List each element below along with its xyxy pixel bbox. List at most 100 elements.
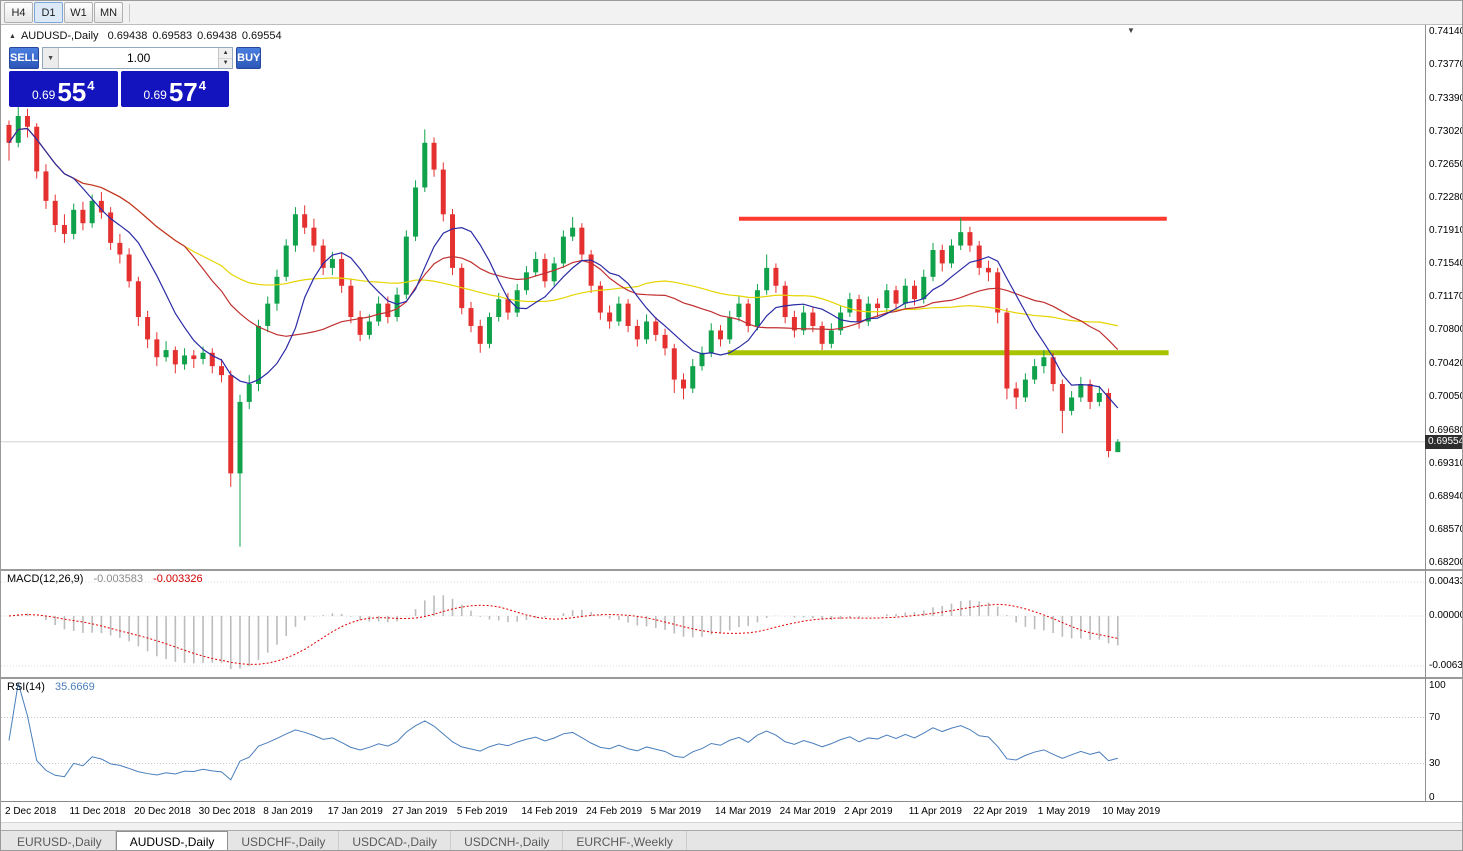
ohlc-low: 0.69438 — [197, 30, 237, 42]
spin-down-icon[interactable]: ▼ — [219, 58, 233, 68]
symbol-label: AUDUSD-,Daily — [20, 30, 99, 42]
date-axis-label: 24 Feb 2019 — [585, 806, 643, 817]
price-axis-label: 0.71540 — [1429, 258, 1463, 270]
buy-price-point: 4 — [198, 78, 206, 93]
macd-histogram — [17, 595, 1119, 670]
price-axis-label: 0.70800 — [1429, 324, 1463, 336]
price-axis-label: 0.70050 — [1429, 391, 1463, 403]
autoscroll-marker-icon: ▼ — [1127, 26, 1135, 35]
sell-price-prefix: 0.69 — [31, 88, 56, 102]
macd-axis-label: 0.004331 — [1429, 576, 1462, 587]
date-axis-label: 5 Mar 2019 — [650, 806, 702, 817]
rsi-axis-label: 30 — [1429, 757, 1441, 769]
volume-control[interactable]: ▼ ▲ ▼ — [42, 47, 234, 69]
date-axis-label: 14 Feb 2019 — [521, 806, 578, 817]
rsi-axis-label: 70 — [1429, 711, 1441, 723]
ma-8-line — [8, 127, 1119, 409]
price-axis[interactable]: 0.74140 0.73770 0.73390 0.73020 0.72650 0.722… — [1426, 1, 1463, 821]
one-click-trading-panel: SELL ▼ ▲ ▼ BUY 0.69 55 4 0.69 57 4 — [9, 47, 262, 107]
macd-signal-line — [8, 603, 1118, 665]
volume-input[interactable] — [59, 48, 219, 68]
tab-eurchf-weekly[interactable]: EURCHF-,Weekly — [563, 831, 687, 850]
candles-series — [6, 107, 1121, 547]
tab-usdcnh-daily[interactable]: USDCNH-,Daily — [451, 831, 564, 850]
timeframe-button-w1[interactable]: W1 — [64, 2, 93, 23]
date-axis-label: 20 Dec 2018 — [134, 806, 191, 817]
date-axis-label: 2 Dec 2018 — [5, 806, 57, 817]
timeframe-toolbar: H4 D1 W1 MN — [1, 1, 1462, 25]
rsi-value: 35.6669 — [54, 681, 95, 693]
chart-header: ▲ AUDUSD-,Daily 0.69438 0.69583 0.69438 … — [9, 30, 282, 42]
tab-usdcad-daily[interactable]: USDCAD-,Daily — [339, 831, 452, 850]
scrollbar-strip[interactable] — [1, 822, 1462, 830]
price-axis-label: 0.68570 — [1429, 523, 1463, 535]
price-axis-label: 0.73020 — [1429, 126, 1463, 138]
tab-audusd-daily[interactable]: AUDUSD-,Daily — [115, 831, 229, 850]
chart-canvas[interactable] — [1, 25, 1425, 801]
volume-spinner[interactable]: ▲ ▼ — [218, 48, 233, 68]
rsi-label: RSI(14) — [7, 681, 45, 693]
buy-price-pips: 57 — [168, 77, 198, 107]
date-axis-label: 17 Jan 2019 — [327, 806, 383, 817]
timeframe-button-h4[interactable]: H4 — [4, 2, 33, 23]
timeframe-buttons: H4 D1 W1 MN — [4, 2, 124, 23]
date-axis-label: 2 Apr 2019 — [844, 806, 893, 817]
buy-button[interactable]: BUY — [236, 47, 262, 69]
axis-border — [1425, 25, 1426, 801]
price-axis-label: 0.73390 — [1429, 93, 1463, 104]
date-axis-label: 11 Apr 2019 — [908, 806, 962, 817]
date-axis-label: 1 May 2019 — [1037, 806, 1091, 817]
buy-price-panel[interactable]: 0.69 57 4 — [120, 71, 229, 107]
pane-separator[interactable] — [1, 677, 1462, 679]
macd-main-value: -0.003583 — [93, 573, 144, 585]
price-axis-label: 0.70420 — [1429, 358, 1463, 370]
date-axis-label: 27 Jan 2019 — [392, 806, 448, 817]
date-axis-label: 24 Mar 2019 — [779, 806, 836, 817]
tab-eurusd-daily[interactable]: EURUSD-,Daily — [4, 831, 116, 850]
timeframe-button-mn[interactable]: MN — [94, 2, 123, 23]
price-axis-label: 0.69310 — [1429, 457, 1463, 469]
bid-price-tag: 0.69554 — [1425, 434, 1462, 449]
price-axis-label: 0.72650 — [1429, 159, 1463, 171]
ohlc-open: 0.69438 — [107, 30, 148, 42]
sell-button[interactable]: SELL — [9, 47, 40, 69]
volume-dropdown-icon[interactable]: ▼ — [43, 48, 60, 68]
ohlc-high: 0.69583 — [152, 30, 193, 42]
ohlc-close: 0.69554 — [241, 30, 282, 42]
macd-axis-label: -0.006373 — [1429, 660, 1463, 672]
ma-20-line — [8, 127, 1119, 351]
date-axis-separator — [1, 801, 1462, 802]
price-axis-label: 0.71910 — [1429, 225, 1463, 237]
tab-usdchf-daily[interactable]: USDCHF-,Daily — [228, 831, 340, 850]
macd-label: MACD(12,26,9) — [7, 573, 84, 585]
timeframe-button-d1[interactable]: D1 — [34, 2, 63, 23]
date-axis-label: 14 Mar 2019 — [715, 806, 772, 817]
rsi-indicator-header: RSI(14) 35.6669 — [7, 681, 95, 693]
buy-price-prefix: 0.69 — [143, 88, 167, 102]
price-axis-label: 0.71170 — [1429, 291, 1463, 303]
price-axis-label: 0.68200 — [1429, 556, 1463, 568]
collapse-icon[interactable]: ▲ — [9, 32, 16, 40]
date-axis-label: 11 Dec 2018 — [69, 806, 126, 817]
date-axis[interactable]: 2 Dec 2018 11 Dec 2018 20 Dec 2018 30 Dec 2… — [1, 802, 1425, 821]
price-axis-label: 0.74140 — [1429, 26, 1463, 37]
price-axis-label: 0.72280 — [1429, 192, 1463, 204]
macd-signal-value: -0.003326 — [153, 573, 203, 585]
date-axis-label: 30 Dec 2018 — [198, 806, 256, 817]
macd-axis-label: 0.000000 — [1429, 610, 1462, 621]
pane-separator[interactable] — [1, 569, 1462, 571]
date-axis-label: 8 Jan 2019 — [263, 806, 313, 817]
toolbar-separator — [129, 3, 130, 22]
sell-price-pips: 55 — [57, 77, 87, 107]
sell-price-point: 4 — [87, 78, 95, 93]
date-axis-label: 5 Feb 2019 — [456, 806, 508, 817]
price-axis-label: 0.73770 — [1429, 59, 1463, 71]
rsi-axis-label: 100 — [1429, 680, 1446, 691]
sell-price-panel[interactable]: 0.69 55 4 — [9, 71, 118, 107]
chart-tab-bar: EURUSD-,Daily AUDUSD-,Daily USDCHF-,Daily U… — [1, 830, 1462, 850]
price-axis-label: 0.68940 — [1429, 490, 1463, 502]
ma-45-line — [8, 127, 1118, 327]
date-axis-label: 10 May 2019 — [1102, 806, 1161, 817]
spin-up-icon[interactable]: ▲ — [219, 48, 233, 59]
